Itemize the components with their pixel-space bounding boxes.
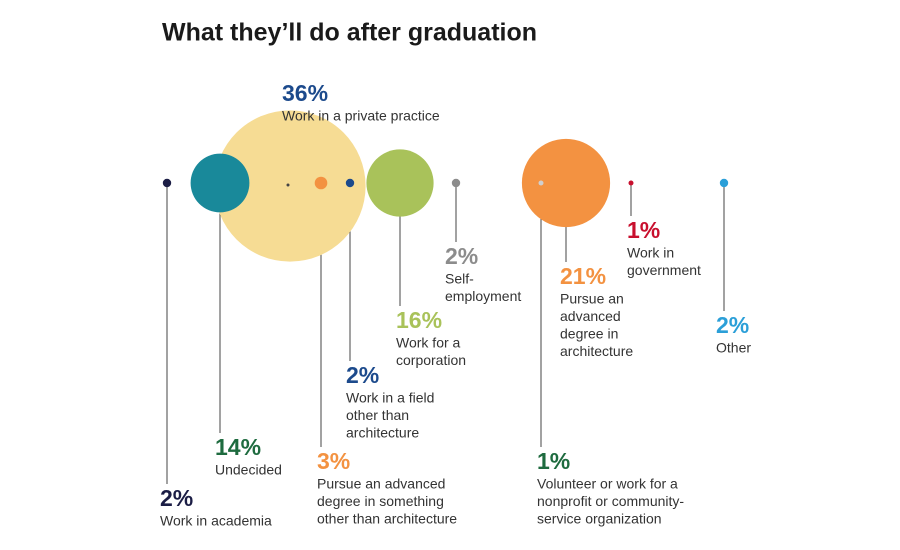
chart-title: What they’ll do after graduation bbox=[162, 19, 537, 47]
value-label: 2% bbox=[445, 243, 478, 269]
value-label: 36% bbox=[282, 80, 328, 106]
category-label: advanced bbox=[560, 308, 621, 324]
value-label: 3% bbox=[317, 448, 350, 474]
value-label: 2% bbox=[160, 485, 193, 511]
category-label: nonprofit or community- bbox=[537, 493, 684, 509]
category-label: service organization bbox=[537, 511, 662, 527]
bubble bbox=[628, 180, 634, 186]
center-dot bbox=[286, 183, 290, 187]
bubble bbox=[451, 178, 461, 188]
bubble bbox=[521, 138, 611, 228]
category-label: architecture bbox=[346, 425, 419, 441]
category-label: Work in a private practice bbox=[282, 108, 440, 124]
bubble bbox=[214, 110, 366, 262]
category-label: government bbox=[627, 262, 701, 278]
category-label: Undecided bbox=[215, 462, 282, 478]
bubble bbox=[190, 153, 250, 213]
category-label: degree in something bbox=[317, 493, 444, 509]
category-label: architecture bbox=[560, 343, 633, 359]
bubble bbox=[366, 149, 434, 217]
bubble bbox=[162, 178, 172, 188]
bubble bbox=[719, 178, 729, 188]
category-label: Pursue an bbox=[560, 291, 624, 307]
value-label: 16% bbox=[396, 307, 442, 333]
category-label: other than bbox=[346, 407, 409, 423]
category-label: Work for a bbox=[396, 335, 461, 351]
value-label: 14% bbox=[215, 434, 261, 460]
category-label: Work in a field bbox=[346, 390, 434, 406]
category-label: Work in academia bbox=[160, 513, 272, 529]
category-label: Work in bbox=[627, 245, 674, 261]
value-label: 21% bbox=[560, 263, 606, 289]
bubble bbox=[538, 180, 544, 186]
value-label: 2% bbox=[716, 312, 749, 338]
category-label: Other bbox=[716, 340, 751, 356]
category-label: Volunteer or work for a bbox=[537, 476, 678, 492]
category-label: other than architecture bbox=[317, 511, 457, 527]
category-label: Pursue an advanced bbox=[317, 476, 445, 492]
category-label: degree in bbox=[560, 326, 618, 342]
value-label: 1% bbox=[537, 448, 570, 474]
category-label: corporation bbox=[396, 352, 466, 368]
bubble bbox=[314, 176, 328, 190]
category-label: employment bbox=[445, 288, 521, 304]
value-label: 2% bbox=[346, 362, 379, 388]
category-label: Self- bbox=[445, 271, 474, 287]
value-label: 1% bbox=[627, 217, 660, 243]
bubble bbox=[345, 178, 355, 188]
